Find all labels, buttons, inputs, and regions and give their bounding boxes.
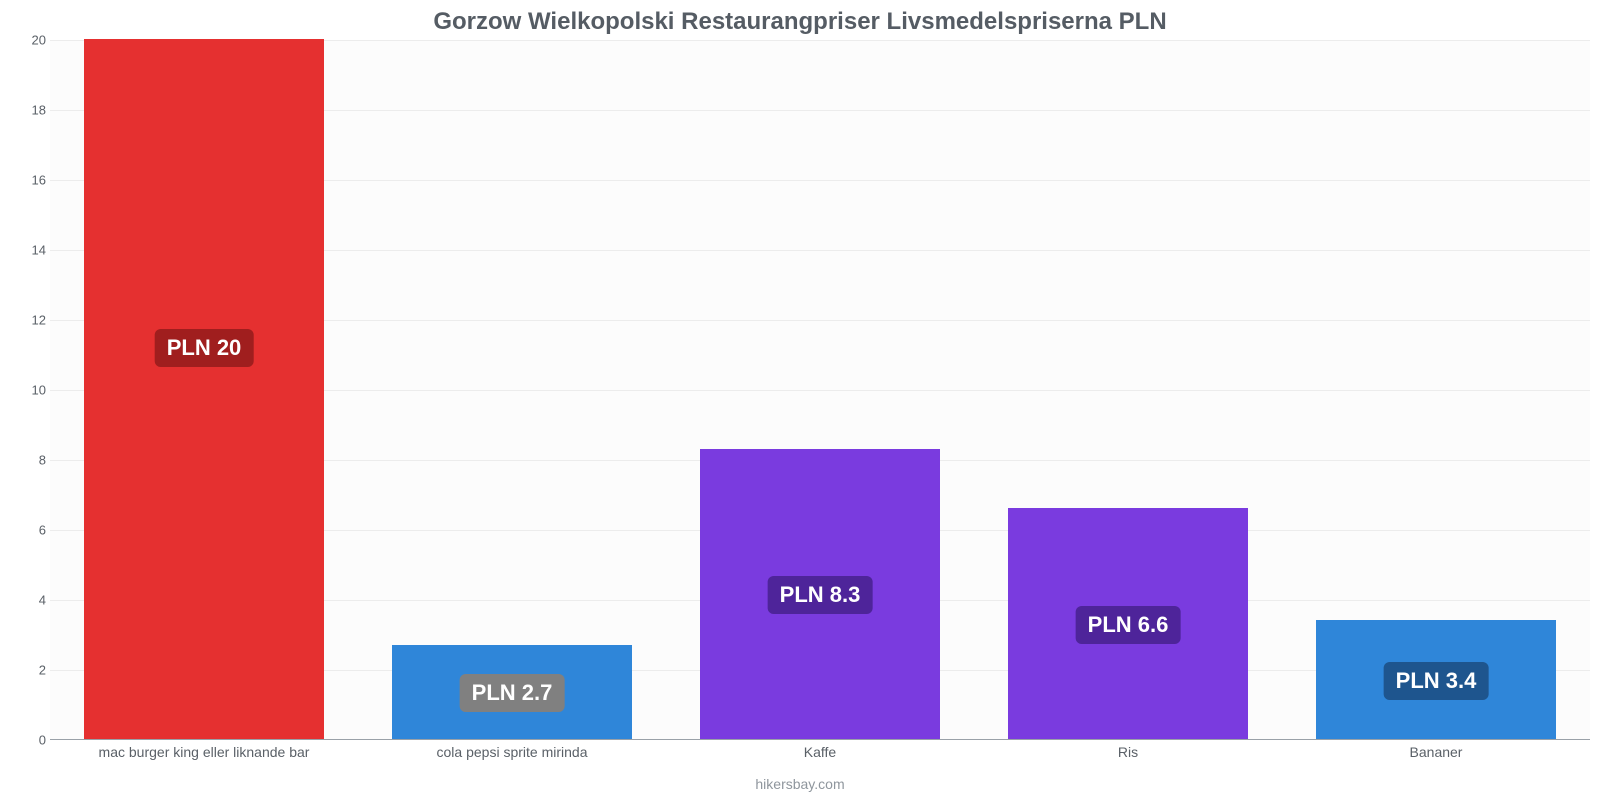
y-tick-label: 16	[0, 173, 46, 188]
y-tick-label: 6	[0, 523, 46, 538]
y-tick-label: 10	[0, 383, 46, 398]
bar-value-label: PLN 3.4	[1384, 662, 1489, 700]
y-tick-label: 12	[0, 313, 46, 328]
chart-title: Gorzow Wielkopolski Restaurangpriser Liv…	[0, 8, 1600, 36]
bar-value-label: PLN 2.7	[460, 674, 565, 712]
y-tick-label: 18	[0, 103, 46, 118]
bar-value-label: PLN 20	[155, 329, 254, 367]
y-tick-label: 4	[0, 593, 46, 608]
chart-footer: hikersbay.com	[0, 776, 1600, 792]
x-tick-label: Bananer	[1410, 744, 1463, 760]
y-tick-label: 20	[0, 33, 46, 48]
bar-value-label: PLN 6.6	[1076, 606, 1181, 644]
bar-value-label: PLN 8.3	[768, 576, 873, 614]
x-tick-label: cola pepsi sprite mirinda	[437, 744, 588, 760]
price-bar-chart: Gorzow Wielkopolski Restaurangpriser Liv…	[0, 0, 1600, 800]
y-tick-label: 14	[0, 243, 46, 258]
x-tick-label: mac burger king eller liknande bar	[99, 744, 310, 760]
y-tick-label: 2	[0, 663, 46, 678]
x-tick-label: Kaffe	[804, 744, 836, 760]
bar	[84, 39, 324, 739]
y-tick-label: 0	[0, 733, 46, 748]
x-tick-label: Ris	[1118, 744, 1138, 760]
y-tick-label: 8	[0, 453, 46, 468]
plot-area: PLN 20 PLN 2.7 PLN 8.3 PLN 6.6 PLN 3.4	[50, 40, 1590, 740]
